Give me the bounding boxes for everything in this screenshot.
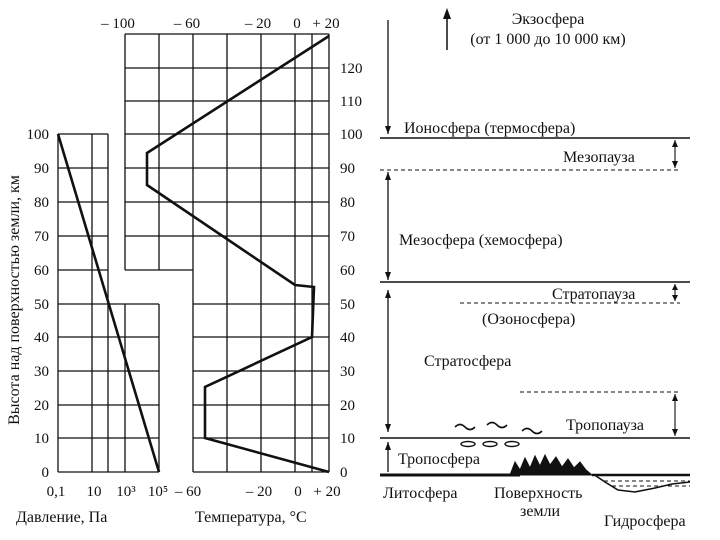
left-tick-70: 70 xyxy=(34,229,49,245)
ionosphere-label: Ионосфера (термосфера) xyxy=(404,120,575,137)
temperature-axis-title: Температура, °С xyxy=(195,509,307,526)
top-tick-minus100: – 100 xyxy=(100,16,135,32)
temperature-bottom-ticks: – 60 – 20 0 + 20 xyxy=(174,484,341,500)
mid-tick-120: 120 xyxy=(340,61,363,77)
troposphere-label: Тропосфера xyxy=(398,451,480,468)
pressure-axis-title: Давление, Па xyxy=(16,509,107,526)
earth-surface-graphic xyxy=(380,453,691,493)
top-tick-0: 0 xyxy=(293,16,301,32)
bottom-tick-plus20: + 20 xyxy=(313,484,340,500)
mesopause-label: Мезопауза xyxy=(563,149,635,166)
pressure-bottom-ticks: 0,1 10 10³ 10⁵ xyxy=(47,484,168,500)
layer-scale xyxy=(380,8,690,472)
middle-altitude-ticks: 0 10 20 30 40 50 60 70 80 90 100 110 120 xyxy=(340,61,363,481)
exosphere-range-label: (от 1 000 до 10 000 км) xyxy=(470,31,625,48)
left-tick-0: 0 xyxy=(42,465,50,481)
lithosphere-label: Литосфера xyxy=(383,485,457,502)
mid-tick-10: 10 xyxy=(340,431,355,447)
left-tick-50: 50 xyxy=(34,297,49,313)
top-tick-minus60: – 60 xyxy=(173,16,200,32)
left-tick-90: 90 xyxy=(34,161,49,177)
altitude-axis-title: Высота над поверхностью земли, км xyxy=(6,175,23,425)
left-tick-80: 80 xyxy=(34,195,49,211)
pressure-tick-10-5: 10⁵ xyxy=(148,484,168,500)
top-tick-minus20: – 20 xyxy=(244,16,271,32)
mid-tick-30: 30 xyxy=(340,364,355,380)
exosphere-label: Экзосфера xyxy=(512,11,585,28)
temperature-grid xyxy=(124,33,330,473)
earth-surface-label-2: земли xyxy=(520,503,561,520)
bottom-tick-minus60: – 60 xyxy=(174,484,201,500)
bottom-tick-0: 0 xyxy=(294,484,302,500)
mid-tick-100: 100 xyxy=(340,127,363,143)
left-tick-60: 60 xyxy=(34,263,49,279)
mid-tick-20: 20 xyxy=(340,398,355,414)
hydrosphere-label: Гидросфера xyxy=(604,513,686,530)
left-altitude-ticks: 0 10 20 30 40 50 60 70 80 90 100 xyxy=(27,127,50,481)
left-tick-20: 20 xyxy=(34,398,49,414)
tropopause-label: Тропопауза xyxy=(566,417,644,434)
mid-tick-60: 60 xyxy=(340,263,355,279)
left-tick-10: 10 xyxy=(34,431,49,447)
mid-tick-70: 70 xyxy=(340,229,355,245)
mid-tick-40: 40 xyxy=(340,330,355,346)
pressure-curve xyxy=(56,133,161,473)
mid-tick-90: 90 xyxy=(340,161,355,177)
left-tick-30: 30 xyxy=(34,364,49,380)
mid-tick-50: 50 xyxy=(340,297,355,313)
bottom-tick-minus20: – 20 xyxy=(245,484,272,500)
mesosphere-label: Мезосфера (хемосфера) xyxy=(399,232,563,249)
stratopause-label: Стратопауза xyxy=(552,286,635,303)
mid-tick-0: 0 xyxy=(340,465,348,481)
mid-tick-110: 110 xyxy=(340,94,362,110)
temperature-curve xyxy=(145,34,330,474)
top-tick-plus20: + 20 xyxy=(312,16,339,32)
pressure-tick-10: 10 xyxy=(87,484,102,500)
earth-surface-label-1: Поверхность xyxy=(494,485,582,502)
left-tick-40: 40 xyxy=(34,330,49,346)
temperature-top-ticks: – 100 – 60 – 20 0 + 20 xyxy=(100,16,339,32)
pressure-tick-10-3: 10³ xyxy=(116,484,136,500)
pressure-tick-0-1: 0,1 xyxy=(47,484,66,500)
left-tick-100: 100 xyxy=(27,127,50,143)
mid-tick-80: 80 xyxy=(340,195,355,211)
stratosphere-label: Стратосфера xyxy=(424,353,511,370)
ozonosphere-label: (Озоносфера) xyxy=(482,311,575,328)
